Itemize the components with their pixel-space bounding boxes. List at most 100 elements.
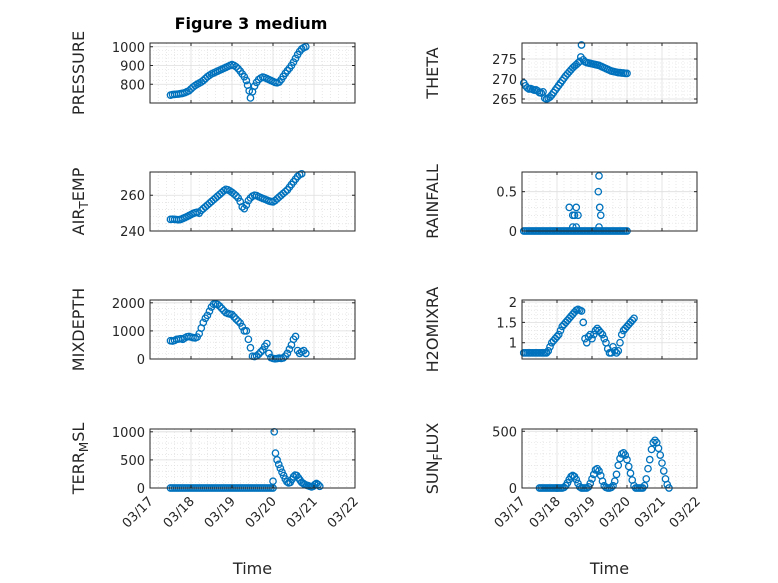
axes-background xyxy=(150,429,355,488)
data-point xyxy=(572,475,581,484)
data-point xyxy=(242,201,251,209)
y-axis-label: RAINFALL xyxy=(423,164,442,239)
data-point xyxy=(215,302,224,311)
subplot-5: 2000 1000 0 MIXDEPTH xyxy=(69,288,356,371)
axes-background xyxy=(522,429,697,488)
data-point xyxy=(281,187,290,196)
data-point xyxy=(640,481,649,490)
y-tick-label: 0 xyxy=(509,225,517,240)
data-point xyxy=(612,470,621,479)
data-point xyxy=(607,483,616,492)
data-point xyxy=(645,455,654,464)
data-point xyxy=(598,477,607,486)
data-point xyxy=(242,76,251,85)
y-axis-label: PRESSURE xyxy=(69,31,88,115)
y-tick-label: 0.5 xyxy=(496,186,517,201)
data-point xyxy=(617,330,626,339)
y-tick-label: 2000 xyxy=(112,297,145,312)
data-point xyxy=(230,313,238,321)
data-point xyxy=(523,83,532,92)
y-tick-label: 270 xyxy=(492,73,517,88)
subplot-3: 260 240 AIRTEMP xyxy=(69,167,356,240)
data-point xyxy=(616,338,624,347)
data-point xyxy=(595,223,603,231)
data-point xyxy=(244,335,253,344)
axes-frame xyxy=(521,171,698,232)
data-point xyxy=(228,310,236,319)
y-axis-label: TERRMSL xyxy=(69,423,91,496)
figure-title: Figure 3 medium xyxy=(175,14,328,33)
data-point xyxy=(595,203,604,212)
y-axis-label: SUNFLUX xyxy=(423,423,445,495)
data-point xyxy=(589,470,598,479)
data-point xyxy=(642,475,651,483)
data-point xyxy=(271,449,280,458)
data-point xyxy=(254,350,263,359)
data-point xyxy=(654,444,663,453)
axes-frame xyxy=(149,42,356,104)
data-point xyxy=(616,454,624,463)
y-tick-label: 0 xyxy=(137,353,145,368)
data-point xyxy=(626,469,635,478)
y-tick-label: 0 xyxy=(137,482,145,497)
y-tick-label: 240 xyxy=(120,225,145,240)
axes-background xyxy=(150,300,355,359)
data-point xyxy=(623,455,631,464)
data-point xyxy=(644,464,652,473)
subplot-2: 275 270 265 THETA xyxy=(423,41,698,108)
data-point xyxy=(199,318,208,327)
data-point xyxy=(234,317,242,325)
data-point xyxy=(269,477,277,486)
axes-background xyxy=(522,172,697,231)
x-axis-label: Time xyxy=(232,559,272,578)
data-point xyxy=(624,462,633,471)
data-point xyxy=(568,223,577,231)
data-point xyxy=(553,332,561,341)
data-point xyxy=(199,76,208,85)
y-tick-label: 1000 xyxy=(112,325,145,340)
y-tick-label: 0 xyxy=(509,482,517,497)
data-point xyxy=(537,89,546,97)
data-point xyxy=(242,327,251,335)
data-point xyxy=(238,322,247,331)
data-point xyxy=(274,460,283,469)
data-point xyxy=(609,342,617,351)
axes-frame xyxy=(521,299,698,360)
data-point xyxy=(572,223,581,231)
subplot-1: 1000 900 800 PRESSURE xyxy=(69,31,356,115)
data-point xyxy=(262,339,271,348)
data-point xyxy=(546,342,554,351)
data-point xyxy=(656,451,665,459)
data-point xyxy=(232,191,240,200)
data-point xyxy=(586,330,595,339)
data-point xyxy=(659,467,668,475)
data-point xyxy=(572,203,581,212)
data-point xyxy=(594,187,603,196)
axes-frame xyxy=(521,42,698,104)
data-point xyxy=(614,347,623,355)
data-point xyxy=(588,475,596,483)
data-point xyxy=(256,348,265,356)
data-point xyxy=(273,456,281,464)
data-point xyxy=(628,316,637,325)
y-axis-label: MIXDEPTH xyxy=(69,288,88,371)
data-point xyxy=(630,314,638,323)
data-point xyxy=(614,461,623,470)
data-point xyxy=(610,347,619,355)
data-point xyxy=(554,330,563,339)
data-point xyxy=(232,62,240,71)
data-point xyxy=(265,349,273,358)
data-point xyxy=(586,479,595,488)
data-point xyxy=(246,343,255,352)
data-point xyxy=(276,464,285,473)
data-point xyxy=(301,42,310,51)
data-point xyxy=(600,334,609,343)
y-tick-label: 1000 xyxy=(112,426,145,441)
y-tick-label: 275 xyxy=(492,53,517,68)
data-point xyxy=(589,330,598,339)
x-axis-label: Time xyxy=(589,559,629,578)
y-tick-label: 1000 xyxy=(112,41,145,56)
data-point xyxy=(577,41,586,49)
